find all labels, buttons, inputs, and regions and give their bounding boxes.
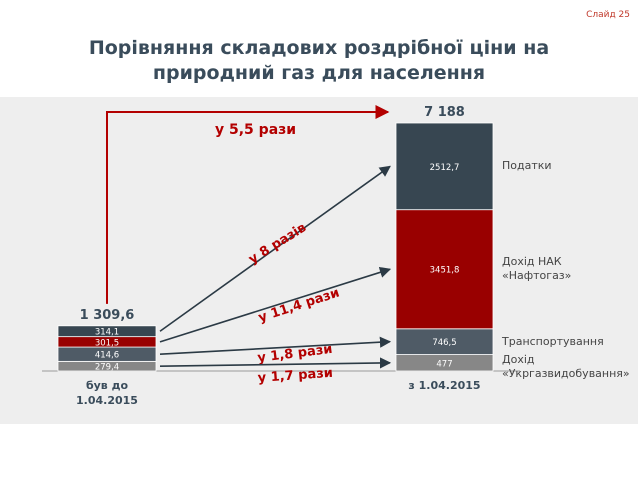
title-line-2: природний газ для населення <box>152 62 486 84</box>
bar-total-label: 7 188 <box>424 105 465 120</box>
data-label: 314,1 <box>95 328 119 338</box>
x-category-label: з 1.04.2015 <box>408 379 481 392</box>
data-label: 477 <box>436 359 452 369</box>
legend-label: Дохід НАК «Нафтогаз» <box>502 255 572 283</box>
component-growth-label: у 8 разів <box>246 220 309 267</box>
component-growth-arrow <box>159 336 392 356</box>
component-growth-label: у 11,4 рази <box>257 285 342 325</box>
data-label: 414,6 <box>95 351 119 361</box>
component-growth-arrow <box>159 165 391 332</box>
data-label: 746,5 <box>432 338 456 348</box>
bar-segment <box>57 325 157 338</box>
page-title: Порівняння складових роздрібної ціни на … <box>0 36 638 86</box>
legend-label: Дохід «Укргазвидобування» <box>502 352 630 380</box>
data-label: 279,4 <box>95 363 119 373</box>
bar-total-label: 1 309,6 <box>80 308 135 323</box>
data-label: 301,5 <box>95 338 119 348</box>
total-growth-arrow <box>106 105 390 304</box>
x-category-label: був до 1.04.2015 <box>76 379 138 407</box>
component-growth-label: у 1,8 рази <box>257 342 334 366</box>
component-growth-label: у 1,7 рази <box>257 366 333 386</box>
component-growth-arrow <box>159 357 392 369</box>
legend-label: Податки <box>502 159 552 173</box>
data-label: 2512,7 <box>430 163 460 173</box>
bar-segment <box>395 328 494 355</box>
bar-segment <box>395 122 494 211</box>
title-line-1: Порівняння складових роздрібної ціни на <box>88 37 550 59</box>
legend-label: Транспортування <box>502 334 604 348</box>
slide-number: Слайд 25 <box>586 10 630 20</box>
total-growth-label: у 5,5 рази <box>215 122 296 138</box>
data-label: 3451,8 <box>430 266 460 276</box>
component-growth-arrow <box>159 266 392 343</box>
